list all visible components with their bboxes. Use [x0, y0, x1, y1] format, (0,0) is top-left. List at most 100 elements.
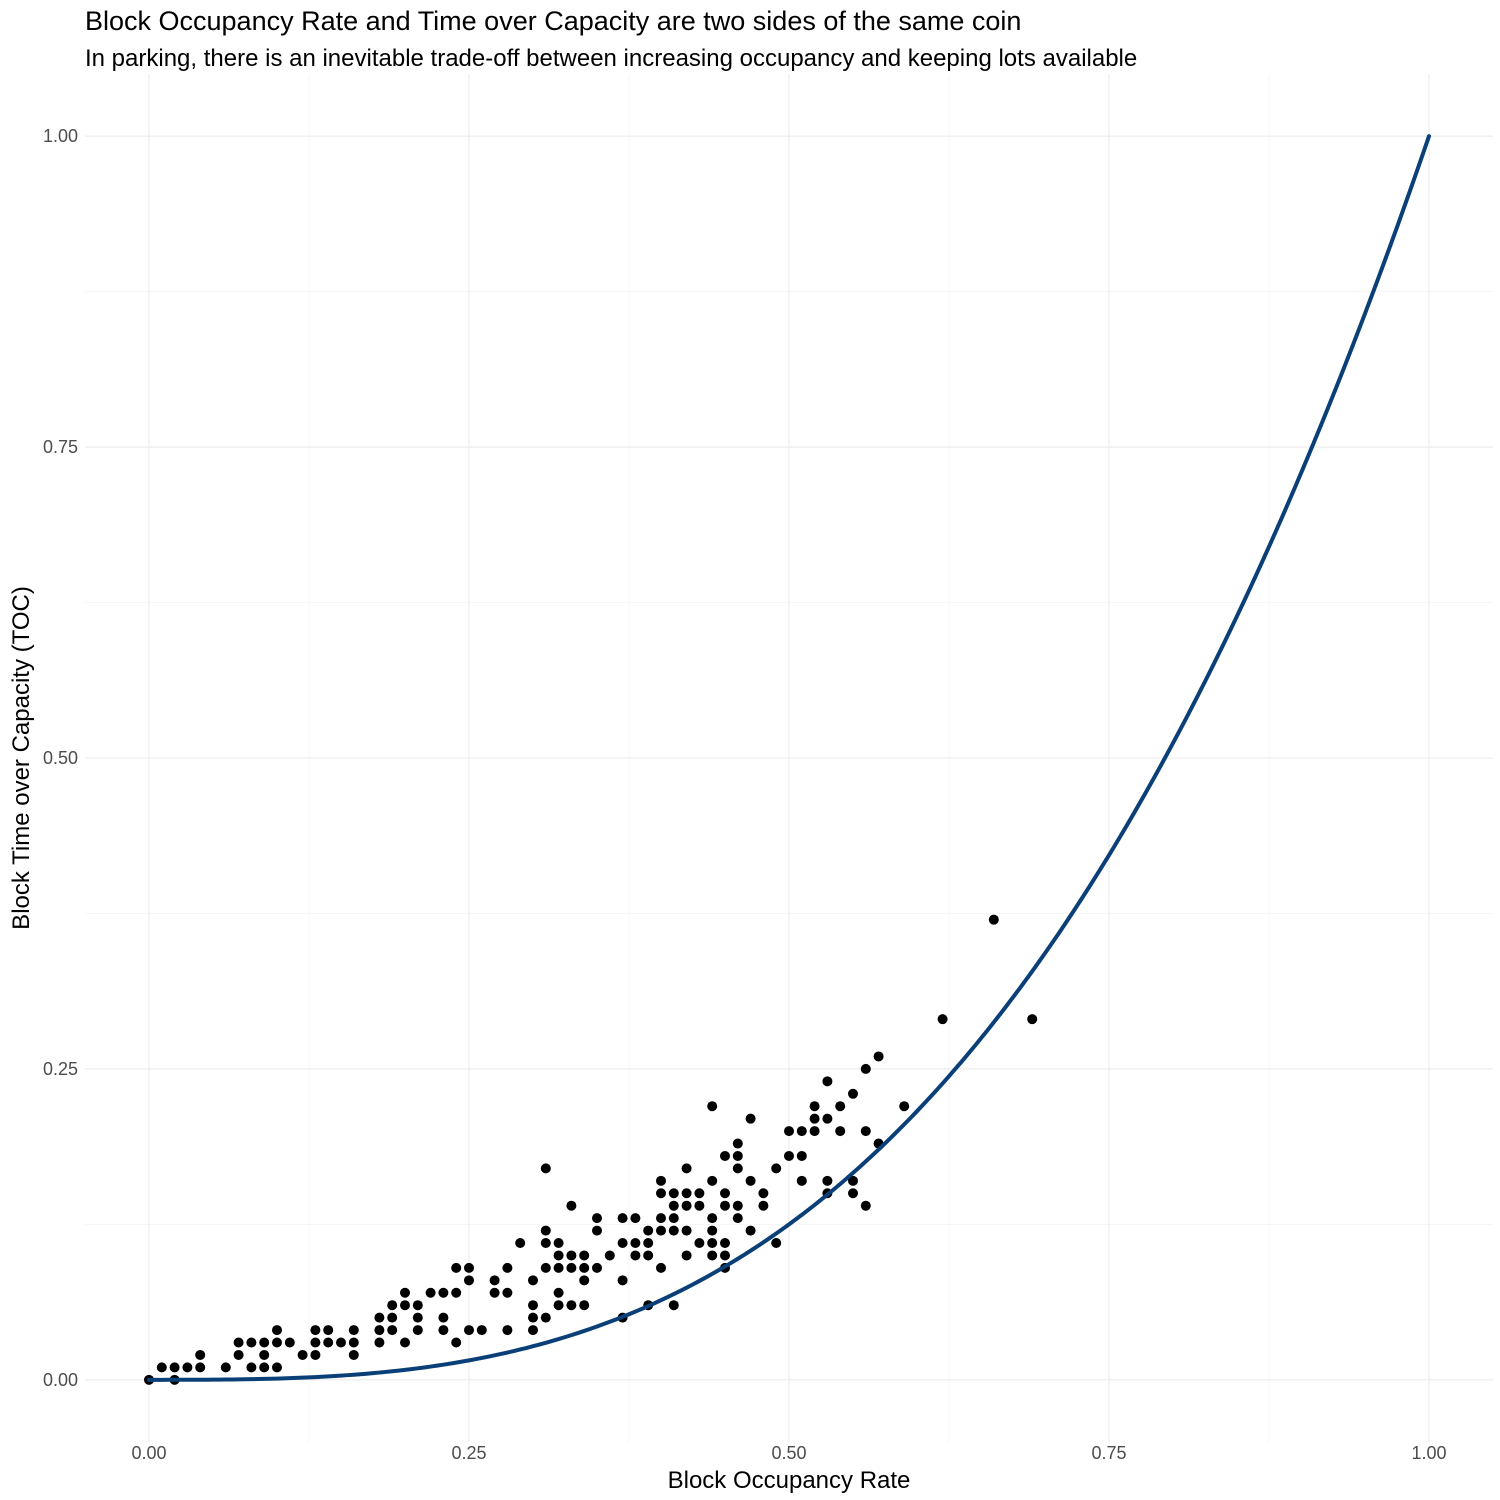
data-point	[502, 1287, 513, 1298]
data-point	[809, 1101, 820, 1112]
data-point	[374, 1325, 385, 1336]
data-point	[310, 1325, 321, 1336]
data-point	[489, 1287, 500, 1298]
y-tick-label: 0.25	[43, 1059, 78, 1079]
data-point	[796, 1150, 807, 1161]
data-point	[246, 1362, 257, 1373]
data-points	[144, 914, 1038, 1385]
data-point	[233, 1337, 244, 1348]
x-tick-label: 0.50	[771, 1443, 806, 1463]
data-point	[540, 1312, 551, 1323]
data-point	[592, 1262, 602, 1273]
data-point	[694, 1238, 705, 1249]
data-point	[668, 1213, 679, 1224]
axis-tick-labels: 0.00 0.25 0.50 0.75 1.00 0.00 0.25 0.50 0.75 1.00	[43, 126, 1447, 1463]
x-axis-title: Block Occupancy Rate	[668, 1467, 911, 1494]
data-point	[579, 1262, 590, 1273]
data-point	[617, 1213, 628, 1224]
data-point	[528, 1325, 538, 1336]
data-point	[656, 1188, 666, 1199]
data-point	[259, 1362, 270, 1373]
data-point	[694, 1188, 705, 1199]
data-point	[694, 1200, 705, 1211]
data-point	[937, 1014, 948, 1025]
data-point	[771, 1163, 782, 1174]
data-point	[681, 1188, 692, 1199]
data-point	[387, 1325, 398, 1336]
data-point	[681, 1200, 692, 1211]
data-point	[566, 1200, 577, 1211]
data-point	[860, 1126, 871, 1137]
data-point	[822, 1175, 833, 1186]
y-axis-title: Block Time over Capacity (TOC)	[8, 586, 35, 930]
data-point	[707, 1213, 718, 1224]
data-point	[822, 1113, 833, 1124]
data-point	[809, 1126, 820, 1137]
data-point	[579, 1250, 590, 1261]
data-point	[720, 1188, 730, 1199]
data-point	[540, 1225, 551, 1236]
data-point	[668, 1200, 679, 1211]
data-point	[732, 1150, 743, 1161]
data-point	[796, 1175, 807, 1186]
data-point	[745, 1175, 756, 1186]
data-point	[732, 1163, 743, 1174]
data-point	[323, 1337, 334, 1348]
data-point	[387, 1300, 398, 1311]
data-point	[195, 1349, 206, 1360]
data-point	[745, 1225, 756, 1236]
data-point	[310, 1337, 321, 1348]
data-point	[681, 1250, 692, 1261]
data-point	[412, 1312, 423, 1323]
data-point	[336, 1337, 346, 1348]
data-point	[668, 1300, 679, 1311]
data-point	[515, 1238, 526, 1249]
data-point	[195, 1362, 206, 1373]
x-tick-label: 1.00	[1411, 1443, 1446, 1463]
data-point	[220, 1362, 231, 1373]
data-point	[169, 1362, 180, 1373]
data-point	[720, 1200, 730, 1211]
data-point	[272, 1362, 282, 1373]
data-point	[630, 1213, 641, 1224]
data-point	[732, 1138, 743, 1149]
data-point	[272, 1325, 282, 1336]
data-point	[656, 1225, 666, 1236]
data-point	[528, 1300, 538, 1311]
data-point	[374, 1312, 385, 1323]
data-point	[988, 914, 999, 925]
data-point	[707, 1225, 718, 1236]
data-point	[643, 1225, 654, 1236]
data-point	[540, 1163, 551, 1174]
data-point	[259, 1349, 270, 1360]
data-point	[707, 1175, 718, 1186]
x-tick-label: 0.25	[451, 1443, 486, 1463]
data-point	[348, 1349, 359, 1360]
data-point	[617, 1275, 628, 1286]
data-point	[822, 1076, 833, 1087]
data-point	[464, 1262, 474, 1273]
data-point	[348, 1337, 359, 1348]
data-point	[297, 1349, 308, 1360]
data-point	[732, 1200, 743, 1211]
y-tick-label: 1.00	[43, 126, 78, 146]
data-point	[464, 1325, 474, 1336]
data-point	[374, 1337, 385, 1348]
data-point	[860, 1063, 871, 1074]
data-point	[592, 1225, 602, 1236]
data-point	[796, 1126, 807, 1137]
data-point	[758, 1200, 769, 1211]
data-point	[848, 1188, 858, 1199]
data-point	[668, 1225, 679, 1236]
data-point	[873, 1051, 884, 1062]
y-tick-label: 0.50	[43, 748, 78, 768]
data-point	[707, 1238, 718, 1249]
data-point	[656, 1175, 666, 1186]
data-point	[566, 1250, 577, 1261]
chart-subtitle: In parking, there is an inevitable trade…	[85, 45, 1137, 72]
data-point	[784, 1150, 794, 1161]
data-point	[246, 1337, 257, 1348]
data-point	[156, 1362, 167, 1373]
data-point	[681, 1163, 692, 1174]
